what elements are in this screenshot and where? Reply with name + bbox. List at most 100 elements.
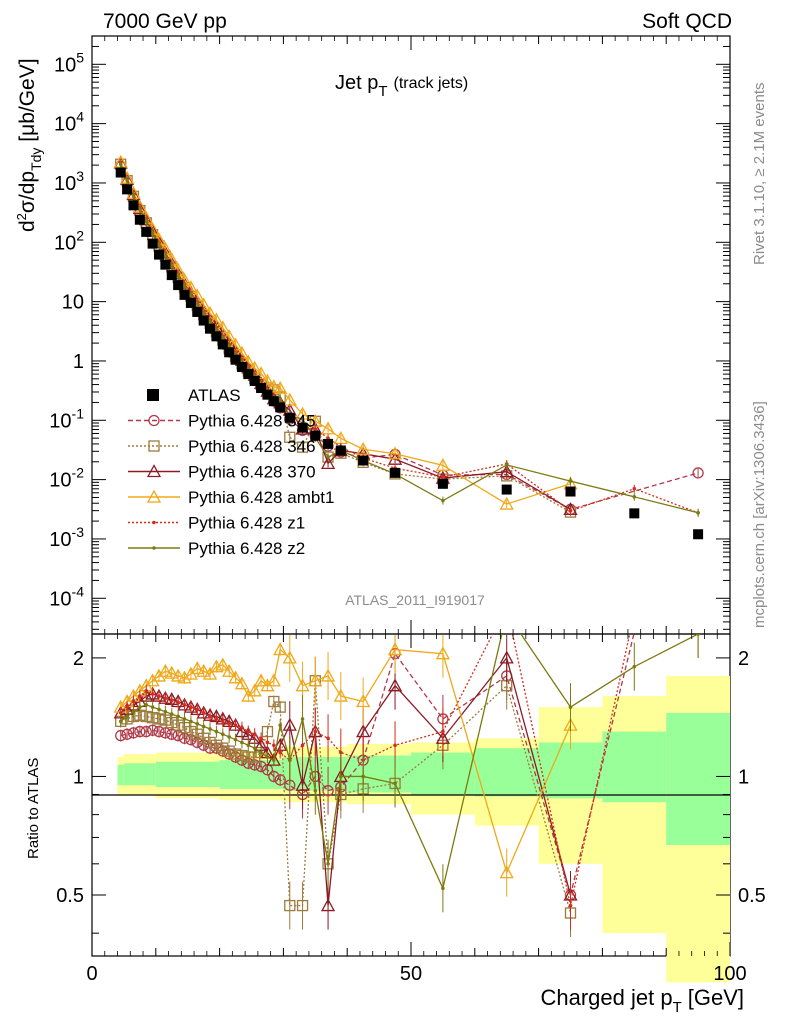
mcplots-label: mcplots.cern.ch [arXiv:1306.3436] [751, 401, 768, 628]
y-tick-label: 1 [73, 351, 84, 373]
atlas-point [128, 200, 139, 211]
ratio-point [197, 732, 210, 744]
ratio-point [223, 745, 235, 757]
data-point [632, 486, 637, 491]
ratio-point [127, 727, 140, 739]
ratio-point [282, 650, 297, 664]
ratio-point [201, 724, 206, 729]
atlas-point [565, 486, 576, 497]
ratio-point [696, 634, 700, 636]
y-tick-label: 10-4 [49, 583, 84, 610]
atlas-point [224, 347, 235, 358]
legend-label: ATLAS [188, 386, 241, 405]
ratio-point [169, 698, 174, 703]
ratio-point [144, 689, 149, 693]
ratio-point [214, 729, 219, 734]
legend-item: ATLAS [147, 386, 241, 405]
ratio-tick-label: 1 [73, 766, 84, 788]
ratio-point [196, 663, 211, 677]
data-point [441, 498, 445, 503]
ratio-point [240, 725, 244, 730]
band-inner [666, 712, 730, 845]
y-tick-label: 102 [54, 227, 84, 254]
x-axis-label-unit: [GeV] [688, 985, 744, 1010]
data-point [300, 417, 305, 421]
ratio-point [300, 717, 305, 721]
ratio-point [356, 694, 371, 708]
data-point [150, 231, 155, 235]
ratio-point [159, 727, 172, 739]
ratio-point [295, 777, 310, 791]
atlas-point [693, 529, 704, 540]
legend-item: Pythia 6.428 z1 [128, 514, 305, 533]
data-point [320, 421, 336, 435]
legend-label: Pythia 6.428 z2 [188, 539, 305, 558]
ratio-point [361, 774, 365, 779]
atlas-point [115, 167, 126, 178]
y-tick-label: 103 [54, 168, 84, 195]
y-axis-label: d2σ/dpTdy [μb/GeV] [14, 58, 44, 232]
ratio-point [157, 707, 161, 712]
ratio-point [241, 726, 256, 740]
legend-label: Pythia 6.428 370 [188, 463, 316, 482]
ratio-point [157, 694, 161, 698]
data-point [326, 455, 330, 459]
ratio-point [125, 705, 129, 709]
legend-marker [147, 389, 159, 401]
atlas-point [198, 315, 209, 326]
ratio-point [242, 751, 254, 763]
atlas-point [230, 354, 241, 365]
y-tick-label: 104 [54, 109, 84, 136]
ratio-point [265, 740, 270, 745]
ratio-point [282, 717, 297, 731]
atlas-point [310, 430, 321, 441]
legend-item: Pythia 6.428 z2 [128, 539, 305, 558]
legend-marker [146, 489, 162, 503]
band-inner [474, 748, 539, 797]
atlas-point [205, 323, 216, 334]
data-point [266, 379, 281, 393]
ratio-point [220, 732, 225, 737]
ratio-point [144, 703, 149, 707]
ratio-point [393, 743, 397, 748]
legend-label: Pythia 6.428 z1 [188, 514, 305, 533]
ratio-point [259, 750, 263, 755]
y-tick-label: 10-3 [49, 524, 84, 551]
ratio-point [202, 666, 218, 680]
ratio-tick-label: 0.5 [56, 885, 84, 907]
legend-item: Pythia 6.428 370 [128, 463, 316, 482]
ratio-point [228, 670, 243, 684]
legend-label: Pythia 6.428 ambt1 [188, 488, 334, 507]
ratio-point [236, 749, 248, 762]
data-point [313, 427, 318, 431]
ratio-point [217, 742, 229, 754]
legend-label: Pythia 6.428 345 [188, 412, 316, 431]
ratio-point [296, 899, 309, 912]
atlas-point [211, 331, 222, 342]
data-point [499, 496, 514, 510]
data-point [195, 302, 200, 306]
ratio-point [140, 710, 152, 723]
data-point [568, 509, 573, 513]
legend-item: Pythia 6.428 345 [128, 412, 316, 431]
atlas-point [335, 445, 346, 456]
y-tick-label: 105 [54, 49, 84, 76]
x-tick-label: 50 [400, 963, 422, 985]
ratio-point [272, 743, 276, 748]
ratio-tick-label: 0.5 [738, 885, 766, 907]
x-axis-label: Charged jet pT [GeV] [540, 985, 744, 1016]
data-point [220, 336, 225, 340]
chart-title-main: Jet p [335, 72, 378, 94]
ratio-tick-label: 2 [73, 648, 84, 670]
ratio-point [387, 678, 403, 692]
data-point [189, 292, 193, 297]
atlas-point [501, 484, 512, 495]
ratio-point [195, 722, 200, 726]
ratio-point [210, 739, 223, 751]
ratio-point [164, 665, 179, 679]
ratio-point [171, 668, 186, 682]
ratio-point [215, 657, 230, 671]
band-inner [123, 763, 156, 786]
data-point [568, 479, 573, 483]
